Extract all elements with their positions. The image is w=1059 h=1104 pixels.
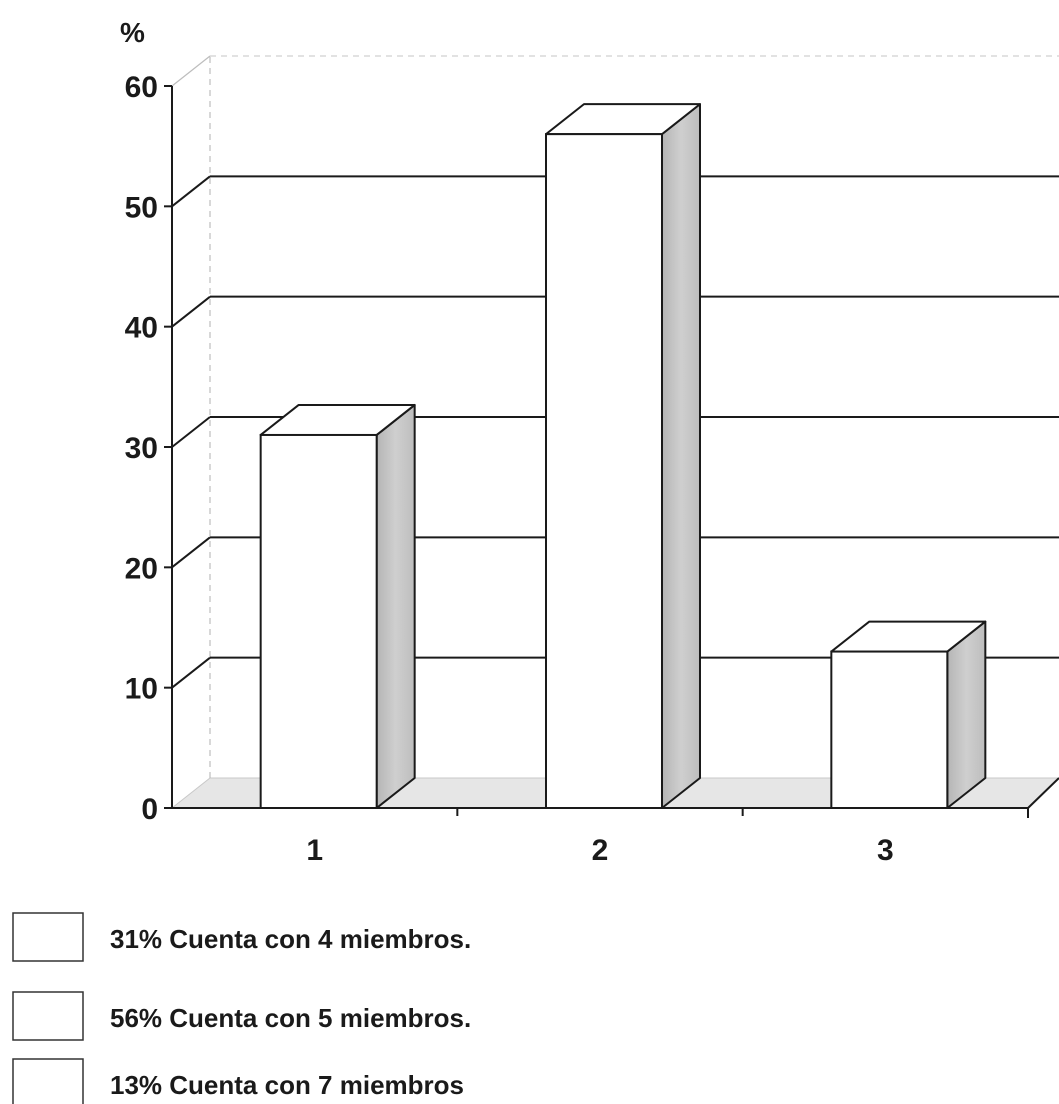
- legend-swatch: [12, 1058, 84, 1104]
- gridline-diagonal: [171, 416, 211, 448]
- bar-side-face: [661, 103, 701, 809]
- bars: [259, 103, 987, 809]
- y-tick-label: 60: [125, 71, 158, 104]
- gridline-diagonal: [171, 536, 211, 569]
- gridline-diagonal: [171, 295, 211, 328]
- gridline-diagonal: [171, 175, 211, 208]
- y-tick-label: 50: [125, 191, 158, 224]
- legend: 31% Cuenta con 4 miembros. 56% Cuenta con…: [12, 912, 471, 1104]
- legend-item-label: 56% Cuenta con 5 miembros.: [110, 1003, 471, 1033]
- x-tick-label: 3: [877, 834, 894, 867]
- bar-front-face: [545, 133, 663, 809]
- bar-2: [545, 103, 701, 809]
- x-axis-depth-edge: [1027, 777, 1059, 809]
- bar-3: [830, 620, 987, 809]
- bar-side-face: [946, 620, 987, 809]
- y-tick-label: 0: [141, 793, 158, 826]
- x-tick-label: 2: [592, 834, 609, 867]
- legend-swatch: [12, 991, 84, 1041]
- bar-front-face: [830, 650, 949, 809]
- legend-swatch: [12, 912, 84, 962]
- y-axis-unit-label: %: [120, 17, 145, 48]
- bar-side-face: [375, 403, 416, 809]
- side-wall-top-edge: [171, 55, 211, 87]
- y-tick-label: 30: [125, 432, 158, 465]
- y-tick-label: 10: [125, 673, 158, 706]
- legend-item-label: 31% Cuenta con 4 miembros.: [110, 924, 471, 954]
- x-tick-label: 1: [306, 834, 323, 867]
- legend-item-label: 13% Cuenta con 7 miembros: [110, 1070, 464, 1100]
- bar-front-face: [259, 433, 378, 809]
- bar-1: [259, 403, 416, 809]
- tick-labels: 0 10 20 30 40 50 60 1 2 3: [125, 71, 894, 867]
- y-tick-label: 40: [125, 312, 158, 345]
- gridline-diagonal: [171, 656, 211, 689]
- y-tick-label: 20: [125, 552, 158, 585]
